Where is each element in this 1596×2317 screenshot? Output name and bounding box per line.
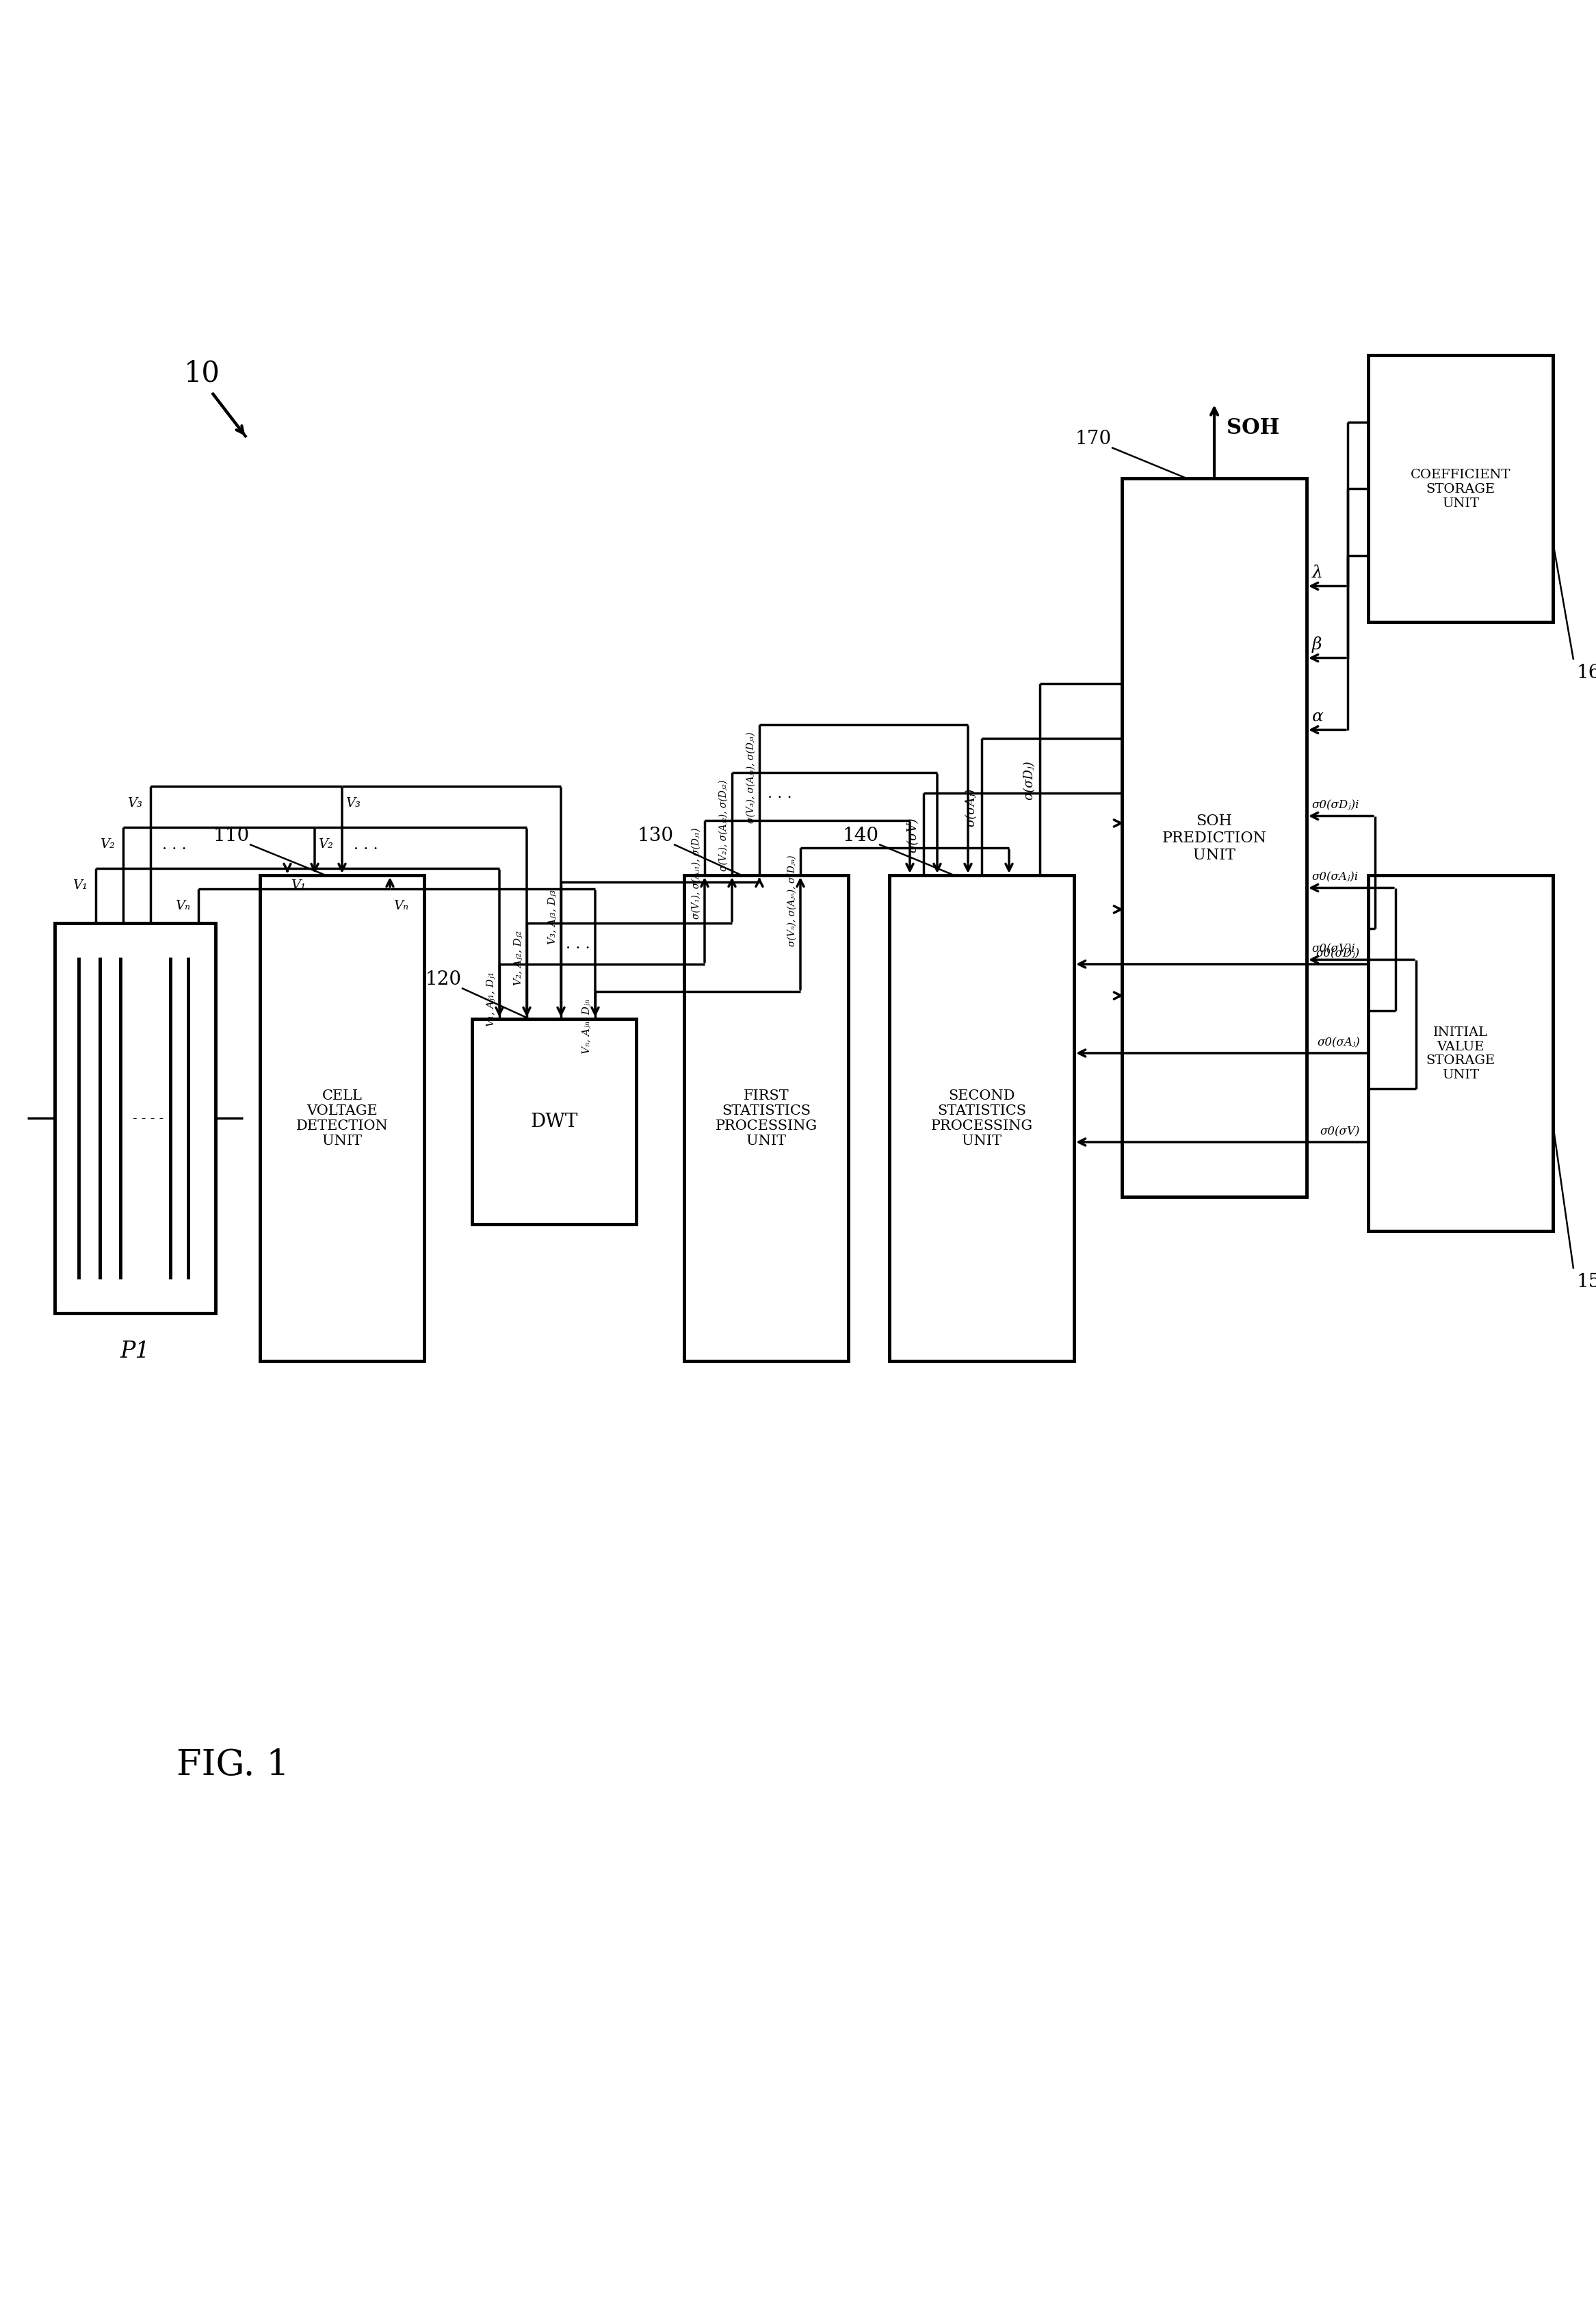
Bar <box>260 876 425 1362</box>
Text: V₃: V₃ <box>345 797 361 809</box>
Text: 130: 130 <box>637 827 674 846</box>
Text: FIRST
STATISTICS
PROCESSING
UNIT: FIRST STATISTICS PROCESSING UNIT <box>715 1089 817 1147</box>
Text: . . .: . . . <box>567 936 591 952</box>
Text: λ: λ <box>1312 565 1323 582</box>
Text: V₁: V₁ <box>72 878 88 892</box>
Text: Vₙ, Aⱼₙ, Dⱼₙ: Vₙ, Aⱼₙ, Dⱼₙ <box>583 999 592 1054</box>
Text: 120: 120 <box>426 971 461 989</box>
Text: . . .: . . . <box>163 836 187 853</box>
Bar <box>54 924 215 1314</box>
Text: V₂: V₂ <box>101 839 115 850</box>
Text: Vₙ: Vₙ <box>176 899 190 913</box>
Bar <box>472 1019 637 1223</box>
Text: INITIAL
VALUE
STORAGE
UNIT: INITIAL VALUE STORAGE UNIT <box>1425 1026 1495 1082</box>
Bar <box>685 876 849 1362</box>
Text: α: α <box>1312 709 1323 725</box>
Text: . . .: . . . <box>354 836 378 853</box>
Text: σ(σV): σ(σV) <box>907 818 919 853</box>
Text: V₁, Aⱼ₁, Dⱼ₁: V₁, Aⱼ₁, Dⱼ₁ <box>487 971 496 1026</box>
Text: DWT: DWT <box>530 1112 578 1131</box>
Text: 140: 140 <box>843 827 879 846</box>
Text: . . .: . . . <box>768 785 792 802</box>
Text: σ0(σDⱼ)i: σ0(σDⱼ)i <box>1312 799 1360 811</box>
Text: V₂, Aⱼ₂, Dⱼ₂: V₂, Aⱼ₂, Dⱼ₂ <box>514 931 523 985</box>
Text: σ(Vₙ), σ(Aⱼₙ), σ(Dⱼₙ): σ(Vₙ), σ(Aⱼₙ), σ(Dⱼₙ) <box>787 855 796 945</box>
Text: V₁: V₁ <box>290 878 306 892</box>
Bar <box>889 876 1074 1362</box>
Text: V₃: V₃ <box>128 797 142 809</box>
Text: SOH
PREDICTION
UNIT: SOH PREDICTION UNIT <box>1162 813 1267 862</box>
Text: - - - -: - - - - <box>132 1112 163 1124</box>
Text: σ0(σV): σ0(σV) <box>1320 1126 1360 1138</box>
Bar <box>1368 876 1553 1230</box>
Text: σ(σDⱼ): σ(σDⱼ) <box>1023 760 1036 799</box>
Text: β: β <box>1312 637 1321 653</box>
Bar <box>1368 357 1553 623</box>
Text: σ0(σAⱼ)i: σ0(σAⱼ)i <box>1312 871 1358 883</box>
Text: σ(V₁), σ(Aⱼ₁), σ(Dⱼ₁): σ(V₁), σ(Aⱼ₁), σ(Dⱼ₁) <box>691 827 701 920</box>
Text: 150: 150 <box>1577 1272 1596 1291</box>
Text: σ0(σDⱼ): σ0(σDⱼ) <box>1317 948 1360 959</box>
Text: COEFFICIENT
STORAGE
UNIT: COEFFICIENT STORAGE UNIT <box>1411 468 1511 510</box>
Bar <box>1122 480 1307 1198</box>
Text: σ(V₃), σ(Aⱼ₃), σ(Dⱼ₃): σ(V₃), σ(Aⱼ₃), σ(Dⱼ₃) <box>747 732 757 823</box>
Text: 170: 170 <box>1076 429 1112 447</box>
Text: σ0(σV)i: σ0(σV)i <box>1312 943 1355 955</box>
Text: SOH: SOH <box>1227 417 1280 438</box>
Text: σ(σAⱼ): σ(σAⱼ) <box>966 788 978 827</box>
Text: SECOND
STATISTICS
PROCESSING
UNIT: SECOND STATISTICS PROCESSING UNIT <box>930 1089 1033 1147</box>
Text: Vₙ: Vₙ <box>393 899 409 913</box>
Text: V₃, Aⱼ₃, Dⱼ₃: V₃, Aⱼ₃, Dⱼ₃ <box>547 890 557 943</box>
Text: σ(V₂), σ(Aⱼ₂), σ(Dⱼ₂): σ(V₂), σ(Aⱼ₂), σ(Dⱼ₂) <box>718 781 728 871</box>
Text: 10: 10 <box>184 359 220 387</box>
Text: V₂: V₂ <box>318 839 334 850</box>
Text: CELL
VOLTAGE
DETECTION
UNIT: CELL VOLTAGE DETECTION UNIT <box>295 1089 388 1147</box>
Text: FIG. 1: FIG. 1 <box>176 1747 289 1782</box>
Text: P1: P1 <box>120 1339 150 1362</box>
Text: σ0(σAⱼ): σ0(σAⱼ) <box>1317 1036 1360 1047</box>
Text: 160: 160 <box>1577 663 1596 681</box>
Text: 110: 110 <box>214 827 249 846</box>
